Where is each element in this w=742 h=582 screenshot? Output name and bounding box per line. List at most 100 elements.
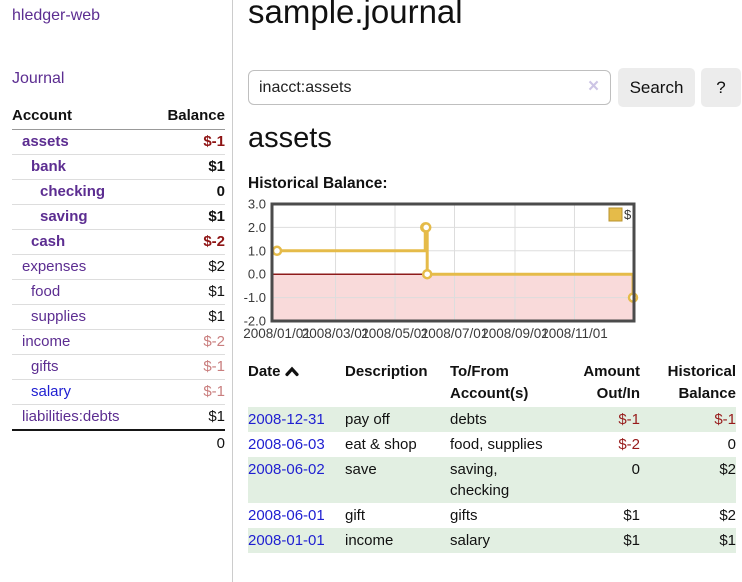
search-button[interactable]: Search: [618, 68, 695, 107]
column-header-date[interactable]: Date: [248, 359, 345, 407]
chart-title: Historical Balance:: [248, 175, 388, 192]
sidebar-account-link-saving[interactable]: saving: [40, 208, 88, 225]
transactions-body: 2008-12-31 pay off debts $-1 $-1 2008-06-03 ea…: [248, 407, 736, 553]
transaction-date-link[interactable]: 2008-01-01: [248, 532, 325, 549]
y-axis-tick-label: 0.0: [248, 267, 266, 282]
sidebar-account-row: checking 0: [12, 179, 225, 205]
transaction-description: eat & shop: [345, 436, 417, 453]
transaction-balance: $2: [719, 461, 736, 478]
x-axis-tick-label: 2008/03/01: [302, 326, 370, 341]
y-axis-tick-label: 2.0: [248, 220, 266, 235]
transaction-amount: $-1: [618, 411, 640, 428]
sidebar-account-link-liabilities-debts[interactable]: liabilities:debts: [22, 408, 120, 425]
sidebar-account-balance: $-1: [150, 354, 225, 380]
sidebar-account-link-checking[interactable]: checking: [40, 183, 106, 200]
sidebar-account-balance: $1: [150, 304, 225, 330]
x-axis-tick-label: 2008/11/01: [541, 326, 608, 341]
historical-balance-chart: 3.0 2.0 1.0 0.0 -1.0 -2.02008/01/012008/03/01…: [243, 197, 639, 341]
chart-border: [270, 202, 636, 323]
account-heading: assets: [248, 122, 332, 154]
transaction-balance: 0: [727, 436, 736, 453]
sidebar-account-row: food $1: [12, 279, 225, 305]
column-header-amount: Amount Out/In: [583, 363, 640, 402]
accounts-header-account: Account: [12, 104, 151, 130]
sidebar-account-link-expenses[interactable]: expenses: [22, 258, 87, 275]
legend-swatch: [608, 207, 623, 222]
sidebar-account-balance: $2: [150, 254, 225, 280]
sidebar-account-link-cash[interactable]: cash: [31, 233, 66, 250]
sidebar-account-balance: $-2: [150, 329, 225, 355]
accounts-total-row: 0: [12, 429, 225, 457]
app-title-link[interactable]: hledger-web: [12, 7, 101, 24]
sidebar-account-row: saving $1: [12, 204, 225, 230]
x-axis-tick-label: 2008/01/01: [243, 326, 311, 341]
sidebar: hledger-web Journal Account Balance asse…: [0, 0, 233, 582]
transaction-description: save: [345, 461, 377, 478]
sidebar-account-balance: 0: [150, 179, 225, 205]
sidebar-account-link-assets[interactable]: assets: [22, 133, 69, 150]
sidebar-account-row: cash $-2: [12, 229, 225, 255]
transaction-balance: $1: [719, 532, 736, 549]
transaction-accounts: salary: [450, 532, 491, 549]
sidebar-account-link-salary[interactable]: salary: [31, 383, 72, 400]
sidebar-account-row: bank $1: [12, 154, 225, 180]
transaction-date-link[interactable]: 2008-06-03: [248, 436, 325, 453]
transaction-accounts: debts: [450, 411, 487, 428]
transaction-date-link[interactable]: 2008-06-02: [248, 461, 325, 478]
sidebar-account-row: expenses $2: [12, 254, 225, 280]
transaction-row: 2008-01-01 income salary $1 $1: [248, 528, 736, 553]
sidebar-account-row: salary $-1: [12, 379, 225, 405]
sidebar-account-link-food[interactable]: food: [31, 283, 61, 300]
chart-data-point: [421, 268, 433, 280]
sidebar-account-row: assets $-1: [12, 130, 225, 155]
sidebar-account-balance: $-1: [150, 379, 225, 405]
search-bar: × Search ?: [248, 68, 742, 108]
transaction-amount: $1: [623, 532, 640, 549]
sidebar-account-balance: $-1: [203, 133, 225, 150]
transaction-description: gift: [345, 507, 366, 524]
main-content: sample.journal × Search ? assets Histori…: [243, 0, 742, 582]
sidebar-account-link-income[interactable]: income: [22, 333, 71, 350]
help-button[interactable]: ?: [701, 68, 741, 107]
transaction-row: 2008-06-01 gift gifts $1 $2: [248, 503, 736, 528]
x-axis-tick-label: 2008/09/01: [481, 326, 549, 341]
sidebar-account-link-gifts[interactable]: gifts: [31, 358, 59, 375]
legend-label: $: [624, 207, 632, 222]
transaction-amount: $-2: [618, 436, 640, 453]
transaction-date-link[interactable]: 2008-12-31: [248, 411, 325, 428]
transaction-amount: 0: [631, 461, 640, 478]
transaction-row: 2008-06-03 eat & shop food, supplies $-2 0: [248, 432, 736, 457]
transaction-date-link[interactable]: 2008-06-01: [248, 507, 325, 524]
sidebar-account-row: supplies $1: [12, 304, 225, 330]
sidebar-account-balance: $1: [150, 404, 225, 430]
transaction-balance: $2: [719, 507, 736, 524]
sidebar-account-row: gifts $-1: [12, 354, 225, 380]
y-axis-tick-label: -2.0: [244, 314, 266, 329]
y-axis-tick-label: 3.0: [248, 197, 266, 212]
transaction-balance: $-1: [714, 411, 736, 428]
transaction-description: income: [345, 532, 394, 549]
transaction-accounts: saving, checking: [450, 461, 510, 499]
clear-search-icon[interactable]: ×: [588, 76, 600, 97]
transaction-description: pay off: [345, 411, 390, 428]
sidebar-account-balance: $1: [150, 279, 225, 305]
sidebar-accounts-body: assets $-1 bank $1 checking 0 saving $1 cash $-2 e…: [12, 130, 225, 430]
sidebar-account-balance: $-2: [150, 229, 225, 255]
transaction-row: 2008-06-02 save saving, checking 0 $2: [248, 457, 736, 503]
sidebar-account-balance: $1: [150, 204, 225, 230]
sidebar-item-journal[interactable]: Journal: [12, 70, 65, 87]
transaction-row: 2008-12-31 pay off debts $-1 $-1: [248, 407, 736, 432]
accounts-total-value: 0: [150, 429, 225, 457]
sidebar-account-link-supplies[interactable]: supplies: [31, 308, 87, 325]
search-input[interactable]: [248, 70, 611, 105]
sidebar-account-link-bank[interactable]: bank: [31, 158, 67, 175]
sort-ascending-icon: [284, 366, 299, 377]
transaction-accounts: food, supplies: [450, 436, 543, 453]
column-header-balance: Historical Balance: [667, 363, 736, 402]
y-axis-tick-label: 1.0: [248, 243, 266, 258]
transactions-header-row: Date Description To/From Account(s) Amou…: [248, 359, 736, 407]
transactions-table: Date Description To/From Account(s) Amou…: [248, 359, 736, 553]
chart-data-point: [420, 222, 432, 233]
transaction-accounts: gifts: [450, 507, 478, 524]
